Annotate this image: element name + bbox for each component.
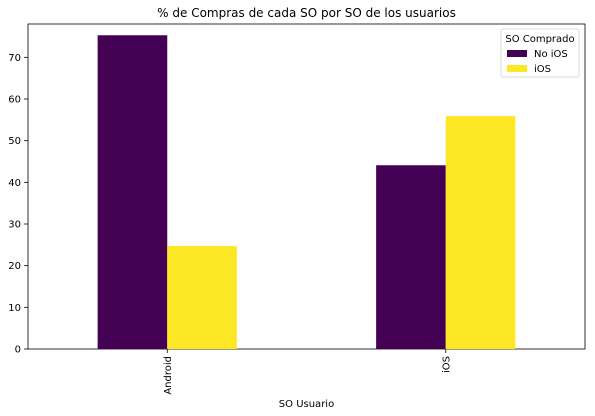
y-tick-label: 20: [8, 261, 21, 272]
bar-no-ios-ios: [376, 165, 446, 349]
x-axis-label: SO Usuario: [279, 399, 334, 410]
bars-group: [97, 35, 516, 349]
y-tick-label: 0: [15, 345, 21, 356]
legend-entry-label: No iOS: [534, 49, 568, 60]
y-tick-label: 60: [8, 95, 21, 106]
x-axis: Android iOS: [163, 349, 452, 395]
y-tick-label: 70: [8, 53, 21, 64]
bar-ios-ios: [445, 116, 516, 349]
legend: SO Comprado No iOS iOS: [500, 28, 580, 78]
legend-title: SO Comprado: [505, 34, 574, 45]
legend-swatch: [507, 65, 527, 72]
y-tick-label: 10: [8, 303, 21, 314]
y-axis: 0 10 20 30 40 50 60 70: [8, 53, 28, 356]
bar-no-ios-android: [97, 35, 168, 349]
y-tick-label: 40: [8, 178, 21, 189]
legend-items: No iOS iOS: [507, 49, 568, 75]
legend-entry-label: iOS: [534, 64, 551, 75]
y-tick-label: 50: [8, 136, 21, 147]
plot-frame: [27, 23, 586, 350]
x-tick-label: iOS: [441, 356, 452, 373]
legend-swatch: [507, 50, 527, 57]
chart-title: % de Compras de cada SO por SO de los us…: [157, 6, 456, 20]
bar-ios-android: [167, 246, 237, 349]
x-tick-label: Android: [163, 356, 174, 395]
y-tick-label: 30: [8, 220, 21, 231]
